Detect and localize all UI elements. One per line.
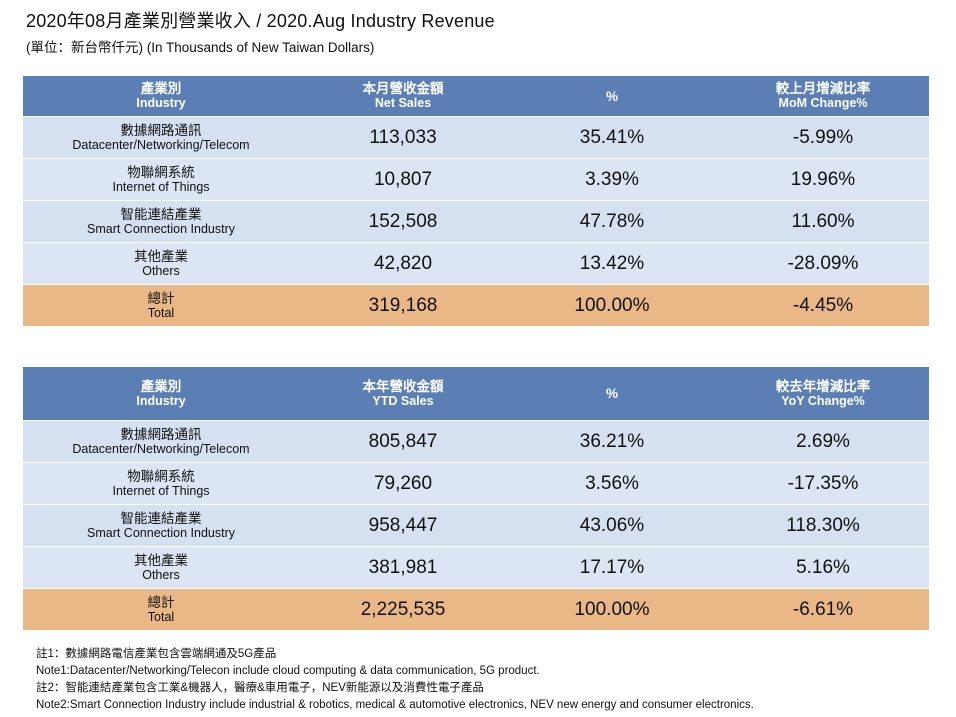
- total-percent-cell: 100.00%: [507, 284, 717, 326]
- note-1-en: Note1:Datacenter/Networking/Telecon incl…: [36, 665, 540, 677]
- total-percent-cell: 100.00%: [507, 588, 717, 630]
- change-cell: -5.99%: [717, 116, 929, 158]
- sales-cell: 152,508: [299, 200, 507, 242]
- header-net-sales: 本月營收金額 Net Sales: [299, 76, 507, 116]
- note-2-en: Note2:Smart Connection Industry include …: [36, 699, 754, 711]
- sales-cell: 42,820: [299, 242, 507, 284]
- industry-cell: 數據網路通訊 Datacenter/Networking/Telecom: [23, 420, 299, 462]
- sales-cell: 79,260: [299, 462, 507, 504]
- industry-cell: 智能連結產業 Smart Connection Industry: [23, 200, 299, 242]
- table-row: 數據網路通訊 Datacenter/Networking/Telecom 113,…: [23, 116, 929, 158]
- total-sales-cell: 319,168: [299, 284, 507, 326]
- total-label-cell: 總計 Total: [23, 588, 299, 630]
- header-yoy-change: 較去年增減比率 YoY Change%: [717, 367, 929, 420]
- table-header-row: 產業別 Industry 本年營收金額 YTD Sales % 較去年增減比率 YoY…: [23, 367, 929, 420]
- ytd-revenue-table: 產業別 Industry 本年營收金額 YTD Sales % 較去年增減比率 YoY…: [23, 367, 929, 630]
- change-cell: 118.30%: [717, 504, 929, 546]
- footnotes: 註1：數據網路電信產業包含雲端網通及5G產品 Note1:Datacenter/…: [36, 646, 754, 714]
- industry-cell: 物聯網系統 Internet of Things: [23, 462, 299, 504]
- unit-subtitle: (單位：新台幣仟元) (In Thousands of New Taiwan D…: [26, 40, 375, 55]
- industry-cell: 物聯網系統 Internet of Things: [23, 158, 299, 200]
- sales-cell: 113,033: [299, 116, 507, 158]
- change-cell: 19.96%: [717, 158, 929, 200]
- percent-cell: 43.06%: [507, 504, 717, 546]
- sales-cell: 10,807: [299, 158, 507, 200]
- sales-cell: 381,981: [299, 546, 507, 588]
- percent-cell: 13.42%: [507, 242, 717, 284]
- industry-cell: 其他產業 Others: [23, 546, 299, 588]
- percent-cell: 47.78%: [507, 200, 717, 242]
- header-industry: 產業別 Industry: [23, 367, 299, 420]
- percent-cell: 3.39%: [507, 158, 717, 200]
- header-percent: %: [507, 76, 717, 116]
- percent-cell: 3.56%: [507, 462, 717, 504]
- header-mom-change: 較上月增減比率 MoM Change%: [717, 76, 929, 116]
- table-row: 物聯網系統 Internet of Things 79,260 3.56% -17…: [23, 462, 929, 504]
- total-change-cell: -4.45%: [717, 284, 929, 326]
- industry-cell: 數據網路通訊 Datacenter/Networking/Telecom: [23, 116, 299, 158]
- note-2-cn: 註2：智能連結產業包含工業&機器人，醫療&車用電子，NEV新能源以及消費性電子產…: [36, 682, 484, 694]
- percent-cell: 35.41%: [507, 116, 717, 158]
- percent-cell: 36.21%: [507, 420, 717, 462]
- table-row: 物聯網系統 Internet of Things 10,807 3.39% 19.…: [23, 158, 929, 200]
- page-title: 2020年08月產業別營業收入 / 2020.Aug Industry Reve…: [26, 11, 495, 31]
- total-row: 總計 Total 2,225,535 100.00% -6.61%: [23, 588, 929, 630]
- header-industry: 產業別 Industry: [23, 76, 299, 116]
- total-sales-cell: 2,225,535: [299, 588, 507, 630]
- change-cell: 2.69%: [717, 420, 929, 462]
- change-cell: -17.35%: [717, 462, 929, 504]
- table-row: 智能連結產業 Smart Connection Industry 152,508 …: [23, 200, 929, 242]
- total-label-cell: 總計 Total: [23, 284, 299, 326]
- header-ytd-sales: 本年營收金額 YTD Sales: [299, 367, 507, 420]
- change-cell: 5.16%: [717, 546, 929, 588]
- change-cell: -28.09%: [717, 242, 929, 284]
- industry-cell: 智能連結產業 Smart Connection Industry: [23, 504, 299, 546]
- sales-cell: 805,847: [299, 420, 507, 462]
- change-cell: 11.60%: [717, 200, 929, 242]
- percent-cell: 17.17%: [507, 546, 717, 588]
- sales-cell: 958,447: [299, 504, 507, 546]
- note-1-cn: 註1：數據網路電信產業包含雲端網通及5G產品: [36, 648, 277, 660]
- total-change-cell: -6.61%: [717, 588, 929, 630]
- total-row: 總計 Total 319,168 100.00% -4.45%: [23, 284, 929, 326]
- industry-cell: 其他產業 Others: [23, 242, 299, 284]
- table-row: 智能連結產業 Smart Connection Industry 958,447 …: [23, 504, 929, 546]
- table-row: 其他產業 Others 42,820 13.42% -28.09%: [23, 242, 929, 284]
- table-header-row: 產業別 Industry 本月營收金額 Net Sales % 較上月增減比率 MoM…: [23, 76, 929, 116]
- table-row: 數據網路通訊 Datacenter/Networking/Telecom 805,…: [23, 420, 929, 462]
- header-percent: %: [507, 367, 717, 420]
- monthly-revenue-table: 產業別 Industry 本月營收金額 Net Sales % 較上月增減比率 MoM…: [23, 76, 929, 326]
- table-row: 其他產業 Others 381,981 17.17% 5.16%: [23, 546, 929, 588]
